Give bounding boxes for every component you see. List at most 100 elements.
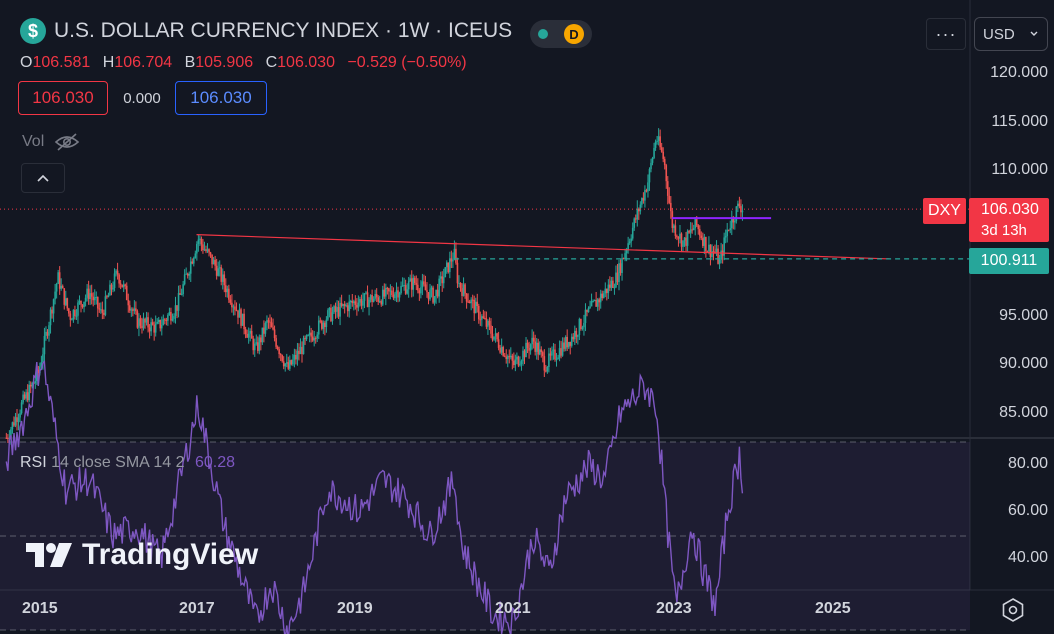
candle-body [473, 299, 476, 314]
candle-body [202, 244, 204, 251]
candle-body [552, 349, 555, 352]
candle-body [81, 304, 84, 308]
candle-body [135, 308, 137, 312]
candle-body [209, 252, 212, 255]
more-button[interactable]: ··· [926, 18, 966, 50]
candle-body [476, 301, 479, 306]
candle-body [417, 284, 419, 291]
candle-body [308, 332, 311, 336]
candle-body [385, 287, 387, 297]
candle-body [223, 274, 226, 286]
candle-body [662, 151, 664, 159]
candle-body [683, 237, 686, 241]
currency-select[interactable]: USD [974, 17, 1048, 51]
candle-body [560, 348, 562, 356]
candle-body [353, 301, 355, 304]
symbol-title-text: U.S. DOLLAR CURRENCY INDEX · 1W · ICEUS [54, 19, 513, 42]
buy-button[interactable]: 106.030 [175, 81, 267, 115]
candle-body [69, 313, 72, 320]
candle-body [491, 333, 494, 340]
candle-body [5, 437, 8, 439]
candle-body [645, 190, 648, 192]
symbol-title[interactable]: $ U.S. DOLLAR CURRENCY INDEX · 1W · ICEU… [20, 18, 512, 44]
candle-body [471, 299, 474, 301]
candle-body [119, 283, 122, 285]
chart-panes [0, 0, 1054, 591]
candle-body [534, 341, 536, 352]
candle-body [656, 140, 658, 142]
candle-body [86, 288, 88, 298]
candle-body [467, 301, 469, 303]
candle-body [57, 272, 59, 284]
candle-body [432, 287, 434, 303]
time-axis-label: 2023 [656, 600, 692, 617]
gear-icon[interactable] [1000, 597, 1026, 623]
candle-body [519, 364, 521, 366]
market-status-pill[interactable]: D [530, 20, 592, 48]
candle-body [712, 251, 715, 253]
sell-button[interactable]: 106.030 [18, 81, 108, 115]
candle-body [290, 360, 293, 365]
rsi-band [0, 441, 970, 631]
rsi-legend[interactable]: RSI 14 close SMA 14 2 60.28 [20, 454, 235, 472]
high-key: H [102, 54, 115, 71]
volume-legend[interactable]: Vol [22, 132, 80, 152]
drawings[interactable] [0, 208, 970, 260]
candle-body [266, 320, 268, 324]
candle-body [395, 290, 398, 294]
candle-body [691, 229, 693, 231]
candle-body [228, 288, 230, 300]
candle-body [348, 301, 351, 312]
candle-body [48, 325, 50, 336]
candle-body [122, 284, 125, 288]
candle-body [439, 276, 442, 279]
candle-body [689, 229, 692, 233]
candle-body [250, 330, 253, 339]
candle-body [633, 218, 636, 228]
candle-body [513, 360, 515, 366]
candle-body [189, 261, 192, 274]
candle-body [261, 327, 264, 343]
candle-body [22, 394, 24, 403]
candle-body [535, 342, 538, 352]
candle-body [257, 342, 259, 351]
candle-body [508, 356, 511, 358]
candle-body [100, 309, 102, 311]
candle-body [343, 304, 346, 306]
candle-body [700, 235, 703, 239]
candle-body [459, 282, 462, 289]
candle-body [686, 230, 689, 246]
candle-body [377, 297, 380, 302]
collapse-legend-button[interactable] [21, 163, 65, 193]
candle-body [407, 281, 410, 290]
candle-body [628, 241, 631, 244]
candle-body [453, 248, 456, 260]
close-value: 106.030 [277, 54, 335, 71]
candle-body [160, 325, 163, 329]
candle-body [237, 310, 239, 318]
candle-body [133, 308, 136, 311]
candle-body [729, 228, 732, 230]
candle-body [523, 350, 526, 358]
candle-body [11, 422, 14, 430]
candle-body [570, 336, 573, 346]
candle-body [516, 356, 518, 360]
candle-body [368, 299, 370, 308]
candle-body [292, 359, 294, 365]
candle-body [674, 225, 677, 236]
candle-body [284, 363, 287, 367]
candle-body [345, 305, 347, 307]
candle-body [673, 225, 675, 228]
candle-body [685, 237, 687, 246]
candle-body [369, 295, 372, 300]
candle-body [727, 229, 730, 231]
tradingview-logo[interactable]: TradingView [26, 538, 258, 572]
candle-body [558, 348, 561, 358]
candle-body [147, 317, 149, 328]
eye-off-icon[interactable] [54, 132, 80, 152]
candle-body [636, 208, 639, 220]
candle-body [462, 284, 465, 296]
candle-body [314, 338, 317, 340]
candle-body [724, 236, 727, 238]
